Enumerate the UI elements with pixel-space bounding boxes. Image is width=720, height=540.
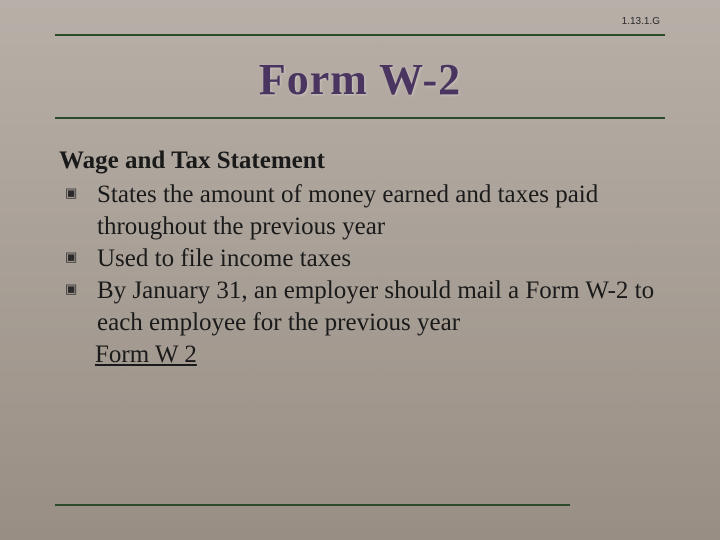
bottom-rule [55,504,570,506]
slide-container: 1.13.1.G Form W-2 Wage and Tax Statement… [0,0,720,540]
content-block: Wage and Tax Statement States the amount… [55,147,665,371]
form-w2-link[interactable]: Form W 2 [95,339,197,371]
page-number: 1.13.1.G [622,16,660,27]
list-item: Used to file income taxes [61,243,661,275]
list-item: By January 31, an employer should mail a… [61,275,661,339]
mid-rule [55,117,665,119]
top-rule [55,34,665,36]
bullet-list: States the amount of money earned and ta… [59,179,661,339]
list-item: States the amount of money earned and ta… [61,179,661,243]
slide-title: Form W-2 [55,54,665,105]
subtitle: Wage and Tax Statement [59,147,661,175]
